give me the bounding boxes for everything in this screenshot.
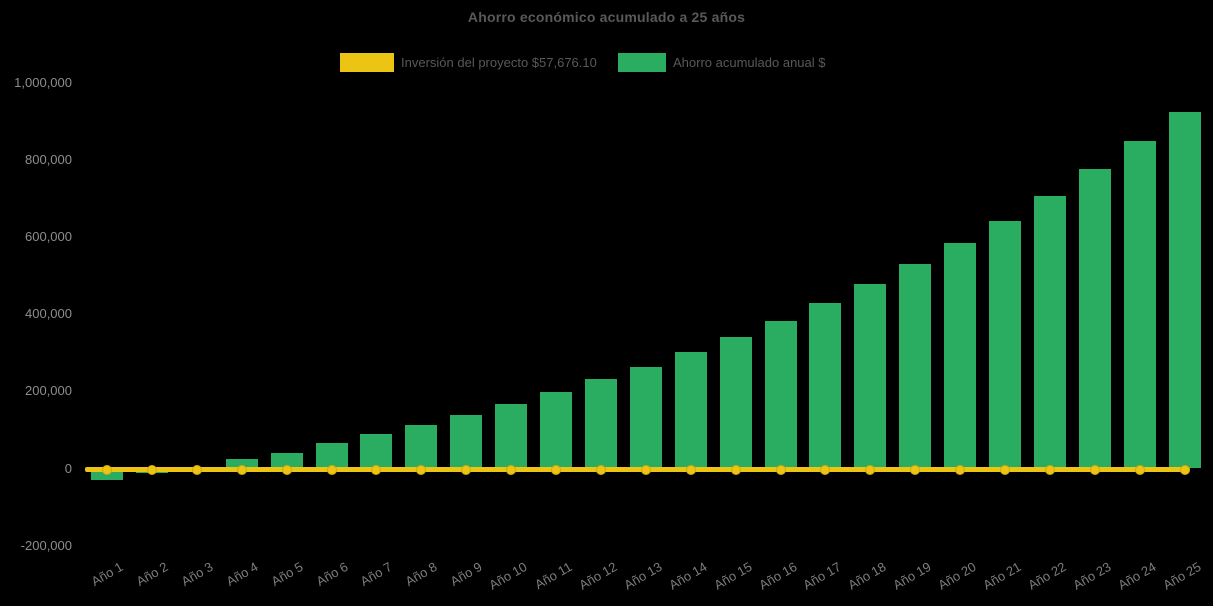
investment-line-marker-icon [955,464,966,475]
investment-legend-label: Inversión del proyecto $57,676.10 [401,54,597,70]
savings-bar [854,284,887,469]
legend-item-savings: Ahorro acumulado anual $ [618,52,826,72]
savings-bar [225,459,258,469]
investment-line-marker-icon [820,464,831,475]
savings-bar [495,404,528,469]
investment-line-marker-icon [461,464,472,475]
savings-bar [809,302,842,469]
savings-legend-swatch-icon [618,52,666,72]
savings-legend-label: Ahorro acumulado anual $ [673,54,826,70]
savings-bar [764,320,797,469]
savings-bar [719,337,752,469]
y-tick-label: 800,000 [25,151,72,167]
savings-bar [944,243,977,469]
investment-line-marker-icon [865,464,876,475]
savings-bar [1168,111,1201,469]
savings-bar [270,452,303,469]
y-tick-label: 0 [64,460,72,476]
investment-line-marker-icon [775,464,786,475]
savings-bar [450,414,483,469]
investment-line-marker-icon [416,464,427,475]
investment-line-marker-icon [1000,464,1010,475]
investment-line [85,467,1190,472]
investment-line-marker-icon [326,464,337,475]
legend-item-investment: Inversión del proyecto $57,676.10 [340,52,597,72]
investment-line-marker-icon [506,464,517,475]
y-tick-label: 600,000 [25,228,72,244]
investment-line-marker-icon [281,464,292,475]
investment-line-marker-icon [640,464,651,475]
investment-line-marker-icon [730,464,741,475]
investment-line-marker-icon [910,464,921,475]
investment-line-marker-icon [551,464,561,475]
investment-line-marker-icon [1089,464,1100,475]
investment-line-marker-icon [191,464,202,475]
investment-line-marker-icon [1179,464,1190,475]
investment-line-marker-icon [685,464,696,475]
investment-line-marker-icon [1134,464,1145,475]
y-tick-label: 1,000,000 [14,74,72,90]
savings-bar [405,424,438,469]
savings-bar [674,351,707,469]
investment-line-marker-icon [236,464,247,475]
savings-bar [629,366,662,469]
savings-bar [360,434,393,469]
savings-bar [540,392,572,469]
savings-bar [584,379,617,469]
savings-bar [989,220,1021,469]
investment-line-marker-icon [1044,464,1055,475]
investment-line-marker-icon [595,464,606,475]
investment-line-marker-icon [146,464,157,475]
y-tick-label: 200,000 [25,383,72,399]
investment-line-marker-icon [371,464,382,475]
savings-bar [1123,141,1156,469]
savings-bar [1078,169,1111,469]
investment-legend-swatch-icon [340,52,394,72]
savings-bar [315,442,348,469]
savings-bar [1033,195,1066,469]
investment-line-marker-icon [102,464,112,475]
y-tick-label: -200,000 [20,537,72,553]
y-tick-label: 400,000 [25,306,72,322]
chart-title: Ahorro económico acumulado a 25 años [467,9,746,25]
savings-bar [899,263,932,469]
